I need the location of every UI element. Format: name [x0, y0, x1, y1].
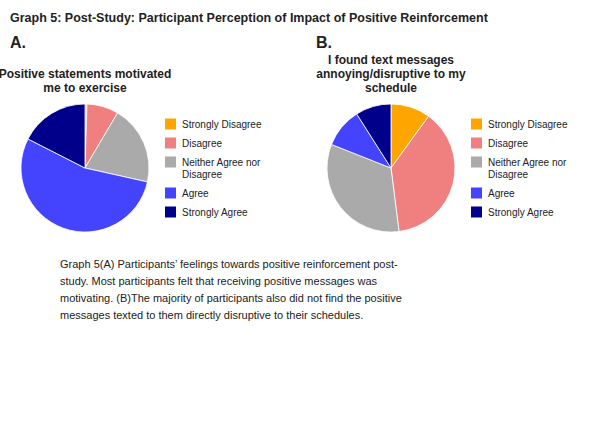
legend-label: Agree [488, 188, 515, 199]
legend-label: Strongly Agree [182, 207, 248, 218]
legend-swatch [471, 188, 482, 199]
pie-slice [391, 116, 455, 231]
panel-label: A. [10, 34, 26, 51]
pie-slice [357, 104, 391, 168]
chart-title: I found text messagesannoying/disruptive… [316, 53, 466, 95]
legend-swatch [471, 138, 482, 149]
legend-swatch [165, 157, 176, 168]
pie [21, 104, 149, 232]
pie [327, 104, 455, 232]
chart-root: Graph 5: Post-Study: Participant Percept… [0, 0, 612, 433]
legend-swatch [471, 119, 482, 130]
legend-label: Strongly Agree [488, 207, 554, 218]
legend-swatch [165, 207, 176, 218]
legend-swatch [471, 207, 482, 218]
legend-label: Strongly Disagree [182, 119, 262, 130]
panel-label: B. [316, 34, 332, 51]
legend-label: Disagree [488, 138, 528, 149]
legend-label: Strongly Disagree [488, 119, 568, 130]
legend-label: Neither Agree norDisagree [182, 157, 261, 180]
main-title: Graph 5: Post-Study: Participant Percept… [10, 11, 489, 25]
caption: Graph 5(A) Participants’ feelings toward… [60, 258, 402, 321]
legend-label: Agree [182, 188, 209, 199]
legend-swatch [165, 138, 176, 149]
legend-swatch [165, 188, 176, 199]
legend-swatch [165, 119, 176, 130]
chart-title: Positive statements motivatedme to exerc… [0, 67, 171, 95]
legend-label: Disagree [182, 138, 222, 149]
legend-label: Neither Agree norDisagree [488, 157, 567, 180]
pie-slice [28, 104, 85, 168]
legend-swatch [471, 157, 482, 168]
